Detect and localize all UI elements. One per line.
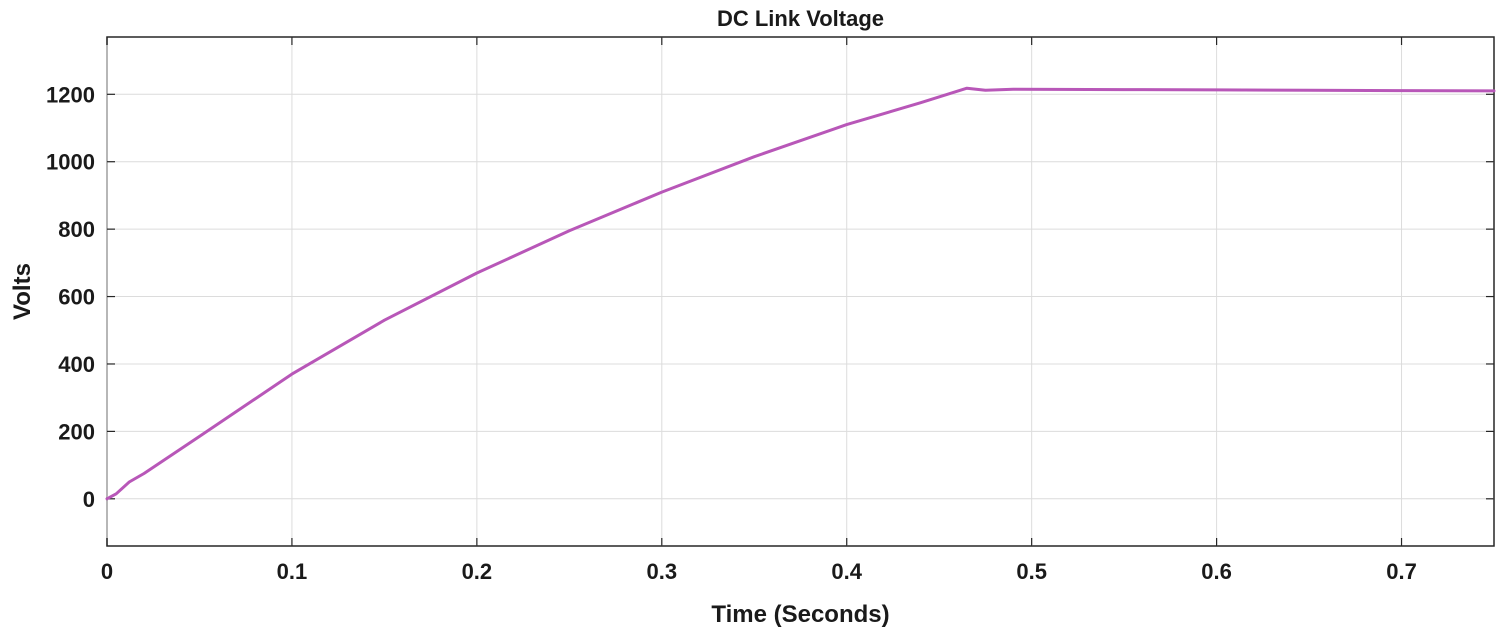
chart-title: DC Link Voltage <box>717 6 884 31</box>
y-tick-label: 200 <box>58 419 95 444</box>
y-tick-label: 0 <box>83 487 95 512</box>
y-tick-label: 1000 <box>46 150 95 175</box>
series-line <box>105 86 1496 501</box>
y-tick-label: 600 <box>58 285 95 310</box>
y-tick-label: 800 <box>58 217 95 242</box>
x-tick-label: 0.1 <box>277 559 308 584</box>
axis-ticks: 0 0.1 0.2 0.3 0.4 0.5 0.6 0.7 0 200 400 600 800 1000 1… <box>46 37 1494 584</box>
x-tick-label: 0.5 <box>1016 559 1047 584</box>
grid <box>106 37 1494 546</box>
y-tick-label: 1200 <box>46 82 95 107</box>
x-tick-label: 0.4 <box>831 559 862 584</box>
plot-area <box>106 36 1495 547</box>
x-tick-label: 0.2 <box>462 559 493 584</box>
y-tick-label: 400 <box>58 352 95 377</box>
x-tick-label: 0.6 <box>1201 559 1232 584</box>
x-tick-label: 0 <box>101 559 113 584</box>
x-axis-label: Time (Seconds) <box>711 601 889 628</box>
series-group <box>105 86 1496 501</box>
x-tick-label: 0.7 <box>1386 559 1417 584</box>
x-tick-label: 0.3 <box>647 559 678 584</box>
y-axis-label: Volts <box>9 263 36 320</box>
